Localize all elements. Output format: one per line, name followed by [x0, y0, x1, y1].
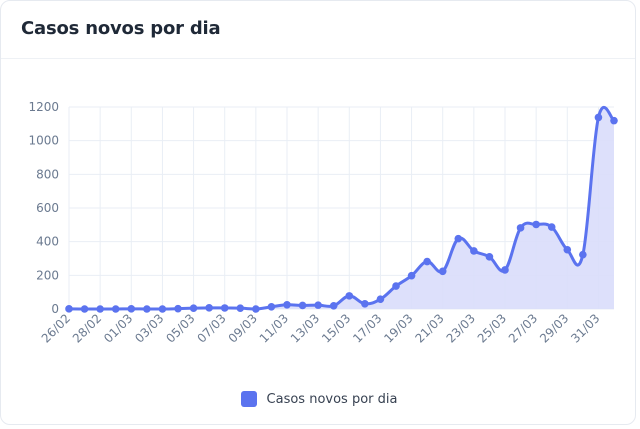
data-point [563, 245, 572, 254]
data-point [345, 292, 354, 300]
data-point [236, 304, 245, 312]
data-point [158, 305, 167, 313]
y-tick-label: 200 [36, 268, 59, 282]
legend-label[interactable]: Casos novos por dia [266, 391, 398, 407]
data-point [610, 116, 618, 125]
x-tick-label: 23/03 [444, 311, 478, 345]
data-point [547, 223, 556, 231]
data-point [127, 305, 136, 313]
series-area [69, 107, 614, 309]
data-point [438, 267, 447, 276]
data-point [423, 257, 431, 266]
x-tick-label: 09/03 [226, 311, 260, 345]
data-point [111, 305, 120, 313]
x-tick-label: 01/03 [101, 311, 135, 345]
x-tick-label: 13/03 [288, 311, 322, 345]
y-tick-label: 400 [36, 235, 59, 249]
x-tick-label: 31/03 [568, 311, 602, 345]
x-tick-label: 28/02 [70, 311, 104, 345]
data-point [205, 304, 213, 312]
x-tick-label: 03/03 [132, 311, 166, 345]
chart-legend[interactable]: Casos novos por dia [1, 391, 637, 407]
data-point [80, 305, 89, 313]
x-tick-label: 27/03 [506, 311, 540, 345]
x-tick-label: 29/03 [537, 311, 571, 345]
y-tick-label: 800 [36, 167, 59, 181]
data-point [579, 250, 587, 259]
data-point [189, 304, 198, 312]
data-point [485, 253, 494, 261]
data-point [361, 299, 369, 308]
y-tick-label: 0 [51, 302, 59, 316]
data-point [298, 301, 307, 310]
y-tick-label: 600 [36, 201, 59, 215]
data-point [267, 303, 276, 311]
x-tick-label: 19/03 [381, 311, 415, 345]
data-point [376, 295, 385, 304]
data-point [501, 266, 509, 274]
data-point [314, 301, 322, 309]
data-point [516, 224, 525, 232]
line-chart: 0 200 400 600 800 1000 1200 26/0228/0201/0303/0… [28, 100, 618, 346]
data-point [96, 305, 104, 313]
card-header: Casos novos por dia [1, 1, 635, 59]
data-point [65, 305, 73, 313]
x-tick-label: 11/03 [257, 311, 291, 345]
data-point [470, 247, 478, 255]
x-tick-label: 25/03 [475, 311, 509, 345]
x-tick-label: 26/02 [39, 311, 73, 345]
legend-swatch [240, 391, 257, 407]
data-point [252, 305, 260, 313]
data-point [220, 304, 229, 312]
data-point [329, 302, 338, 310]
card-title: Casos novos por dia [21, 18, 221, 39]
x-tick-label: 17/03 [350, 311, 384, 345]
x-tick-label: 15/03 [319, 311, 353, 345]
data-point [392, 282, 400, 290]
data-point [407, 271, 416, 280]
data-point [454, 234, 463, 243]
x-tick-label: 21/03 [412, 311, 446, 345]
x-tick-label: 05/03 [163, 311, 197, 345]
x-tick-label: 07/03 [194, 311, 228, 345]
y-tick-label: 1200 [28, 100, 59, 114]
y-tick-label: 1000 [28, 134, 59, 148]
data-point [143, 305, 151, 313]
data-point [283, 300, 291, 309]
data-point [174, 304, 182, 313]
data-point [532, 220, 540, 229]
data-point [594, 113, 603, 122]
